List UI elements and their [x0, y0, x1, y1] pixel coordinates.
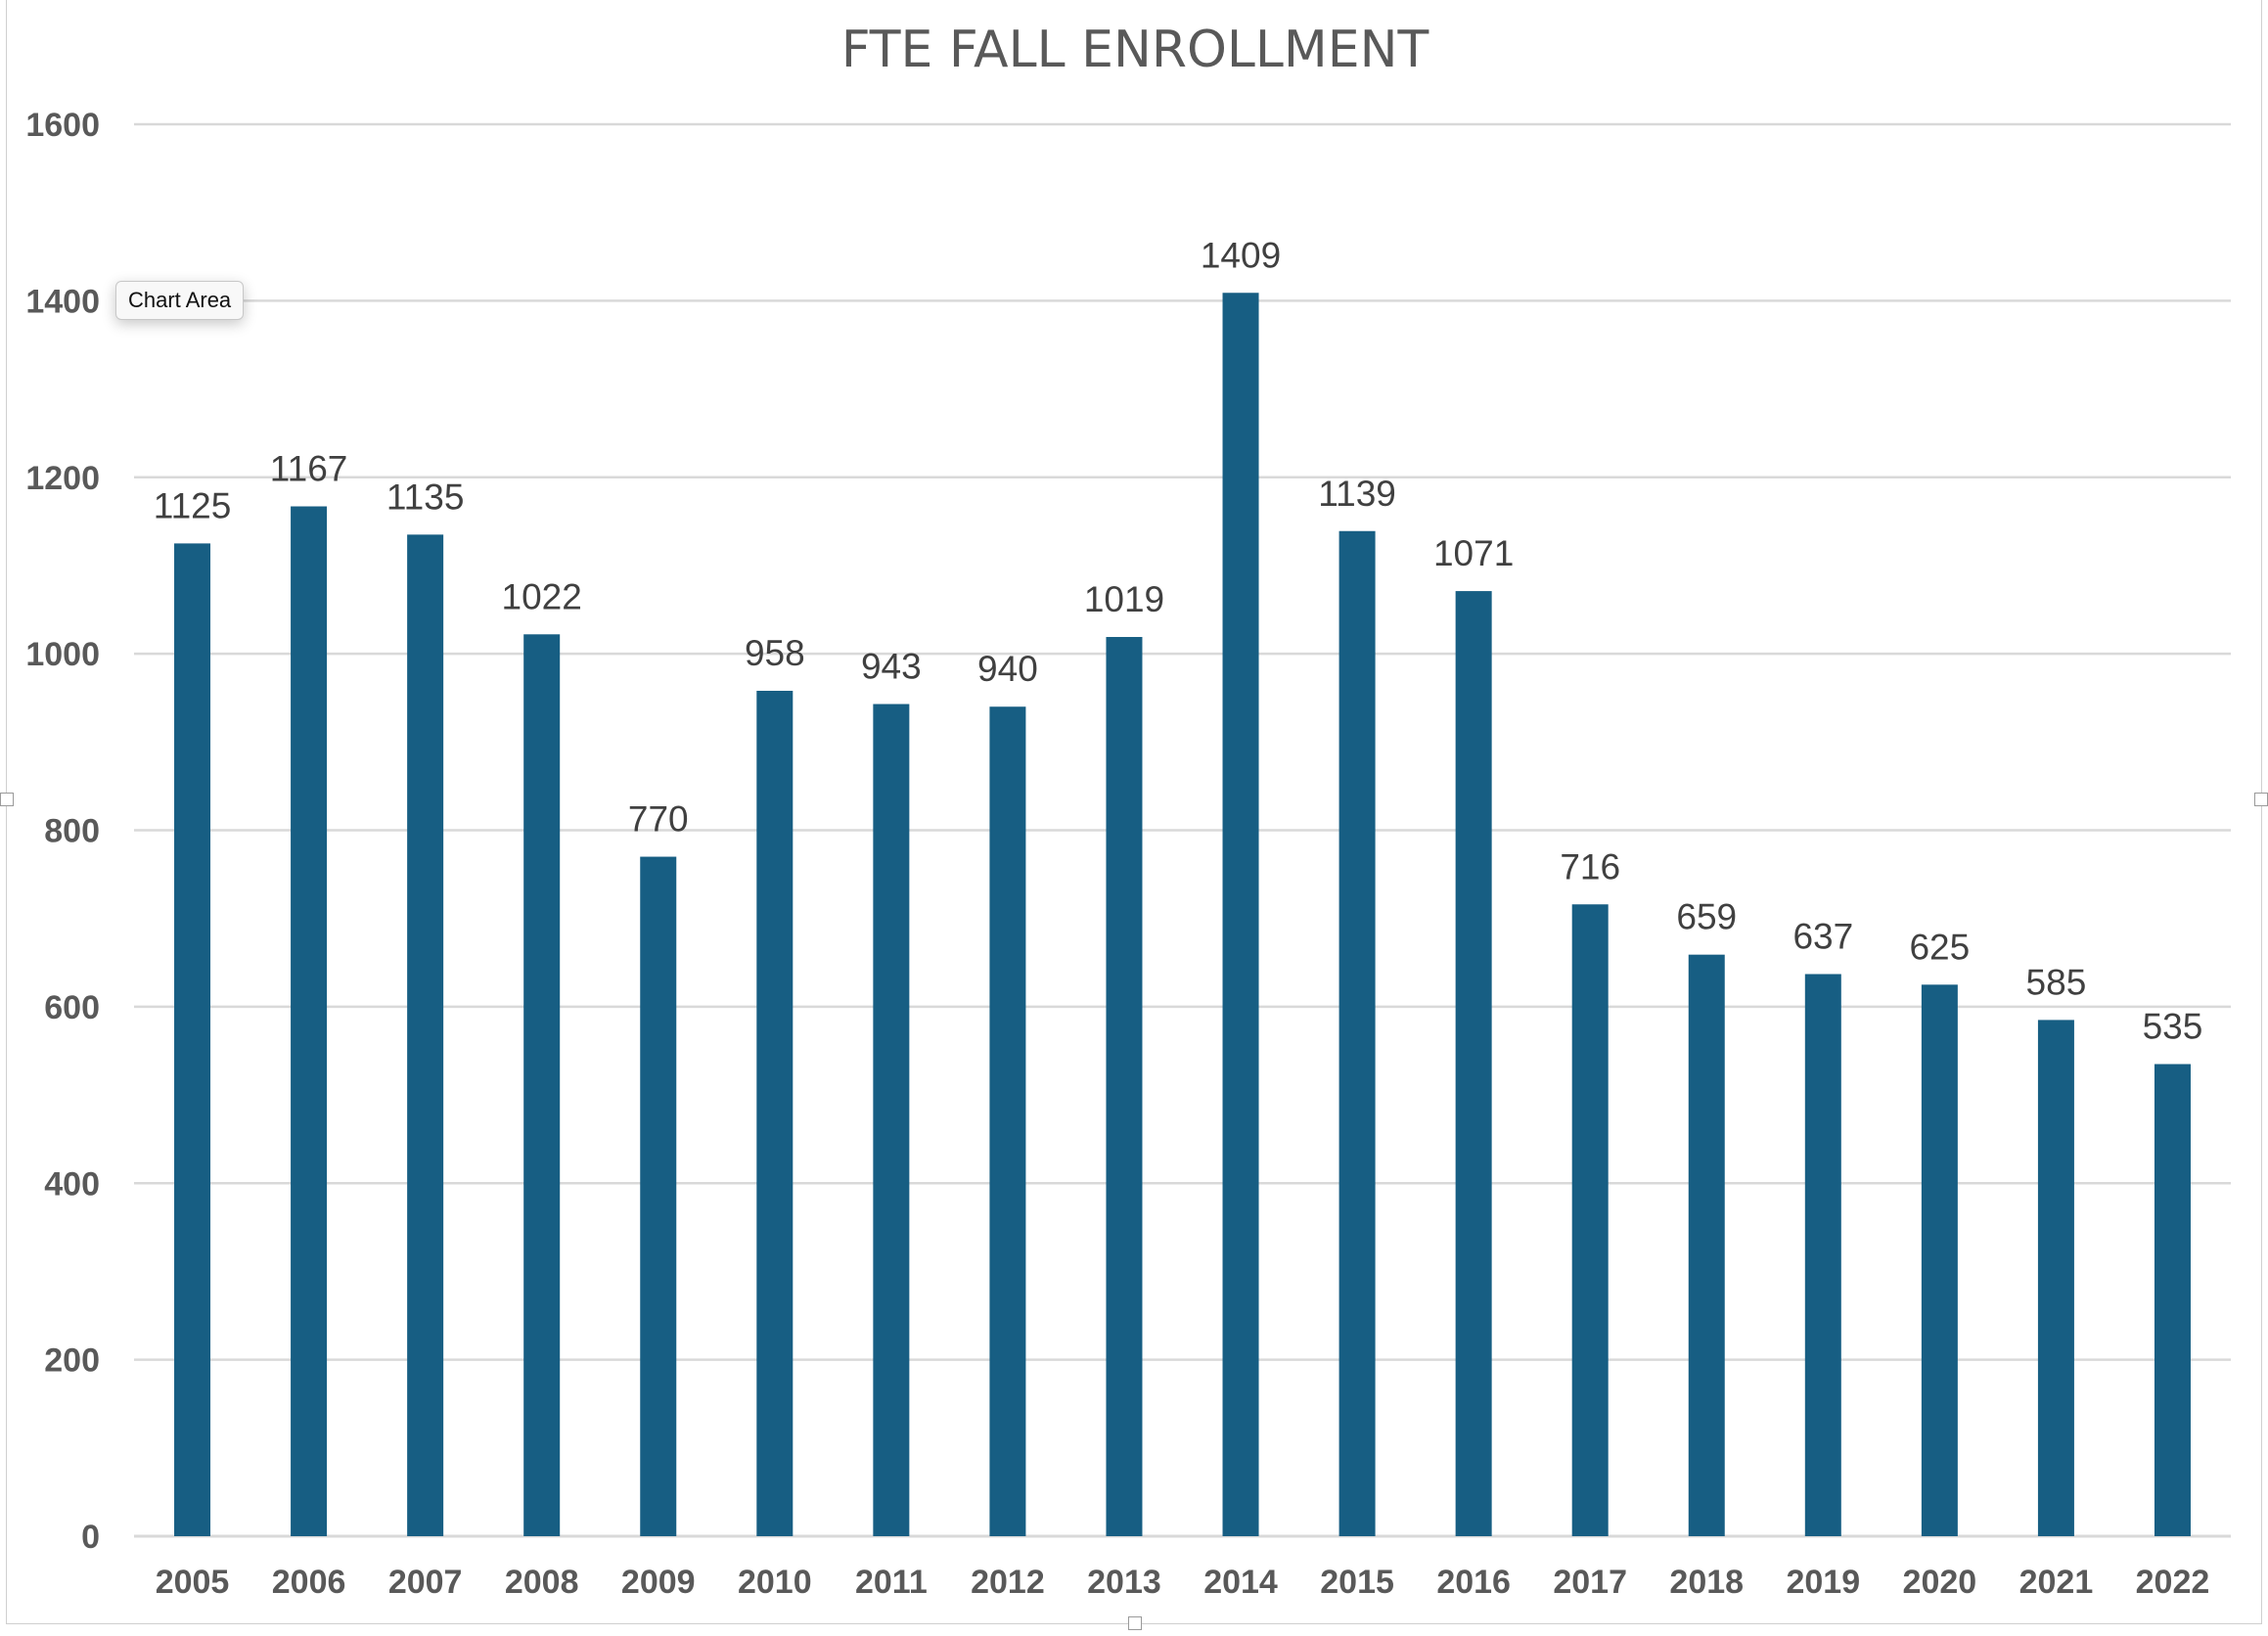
data-label-2013: 1019: [1084, 579, 1164, 619]
x-tick-label-2012: 2012: [971, 1564, 1045, 1601]
data-label-2010: 958: [745, 633, 805, 673]
data-label-2008: 1022: [502, 576, 582, 616]
bar-2017: [1571, 904, 1609, 1536]
data-label-2019: 637: [1792, 917, 1853, 957]
data-label-2012: 940: [977, 649, 1038, 689]
data-labels: 1125 1167 1135 1022 770 958 943 940 1019 1409 1139…: [154, 235, 2203, 1046]
x-tick-label-2014: 2014: [1203, 1564, 1278, 1601]
bars: [174, 293, 2191, 1537]
bar-2010: [756, 691, 794, 1536]
bar-2005: [174, 543, 211, 1536]
y-tick-label: 600: [44, 989, 100, 1026]
bar-2014: [1222, 293, 1259, 1537]
bar-2022: [2154, 1064, 2191, 1536]
bar-2006: [291, 506, 328, 1536]
x-tick-label-2008: 2008: [505, 1564, 579, 1601]
bar-2019: [1804, 974, 1841, 1536]
bar-2009: [640, 856, 677, 1536]
y-tick-label: 1400: [25, 283, 100, 320]
bar-2011: [873, 704, 910, 1536]
data-label-2016: 1071: [1433, 533, 1514, 573]
data-label-2017: 716: [1560, 846, 1620, 886]
x-tick-label-2007: 2007: [388, 1564, 463, 1601]
x-tick-label-2013: 2013: [1087, 1564, 1161, 1601]
data-label-2014: 1409: [1201, 235, 1281, 275]
resize-handle-left[interactable]: [0, 793, 14, 806]
data-label-2005: 1125: [154, 485, 232, 525]
x-tick-label-2010: 2010: [738, 1564, 812, 1601]
data-label-2006: 1167: [270, 449, 348, 489]
data-label-2009: 770: [628, 799, 689, 840]
data-label-2015: 1139: [1318, 474, 1396, 514]
x-tick-label-2011: 2011: [855, 1564, 928, 1601]
data-label-2021: 585: [2026, 962, 2087, 1002]
bar-2012: [989, 706, 1026, 1536]
x-axis-ticks: 2005 2006 2007 2008 2009 2010 2011 2012 2013 2014…: [156, 1564, 2210, 1601]
data-label-2011: 943: [861, 647, 922, 687]
x-tick-label-2009: 2009: [621, 1564, 696, 1601]
y-tick-label: 1000: [25, 636, 100, 673]
bar-2008: [523, 634, 561, 1536]
bar-2007: [407, 534, 444, 1536]
data-label-2007: 1135: [386, 477, 465, 517]
x-tick-label-2017: 2017: [1553, 1564, 1627, 1601]
y-tick-label: 0: [81, 1519, 100, 1556]
x-tick-label-2005: 2005: [156, 1564, 230, 1601]
y-axis-ticks: 0 200 400 600 800 1000 1200 1400 1600: [25, 107, 100, 1556]
x-tick-label-2016: 2016: [1436, 1564, 1511, 1601]
y-tick-label: 800: [44, 813, 100, 850]
bar-2018: [1688, 954, 1725, 1536]
bar-2015: [1338, 530, 1376, 1536]
x-tick-label-2020: 2020: [1903, 1564, 1977, 1601]
data-label-2022: 535: [2143, 1006, 2203, 1046]
gridlines: [134, 122, 2231, 1538]
data-label-2018: 659: [1676, 897, 1737, 937]
x-tick-label-2022: 2022: [2136, 1564, 2210, 1601]
y-tick-label: 200: [44, 1342, 100, 1380]
resize-handle-bottom[interactable]: [1128, 1616, 1142, 1630]
x-tick-label-2019: 2019: [1786, 1564, 1860, 1601]
x-tick-label-2006: 2006: [272, 1564, 346, 1601]
chart-area-tooltip: Chart Area: [115, 281, 245, 320]
bar-2016: [1455, 591, 1492, 1536]
bar-2013: [1106, 636, 1143, 1536]
bar-2020: [1921, 984, 1958, 1536]
x-tick-label-2021: 2021: [2019, 1564, 2094, 1601]
bar-2021: [2037, 1020, 2074, 1536]
resize-handle-right[interactable]: [2254, 793, 2268, 806]
x-tick-label-2018: 2018: [1669, 1564, 1744, 1601]
x-tick-label-2015: 2015: [1320, 1564, 1394, 1601]
y-tick-label: 1200: [25, 460, 100, 497]
data-label-2020: 625: [1909, 927, 1970, 967]
y-tick-label: 400: [44, 1165, 100, 1203]
y-tick-label: 1600: [25, 107, 100, 144]
chart-title: FTE FALL ENROLLMENT: [841, 21, 1429, 79]
